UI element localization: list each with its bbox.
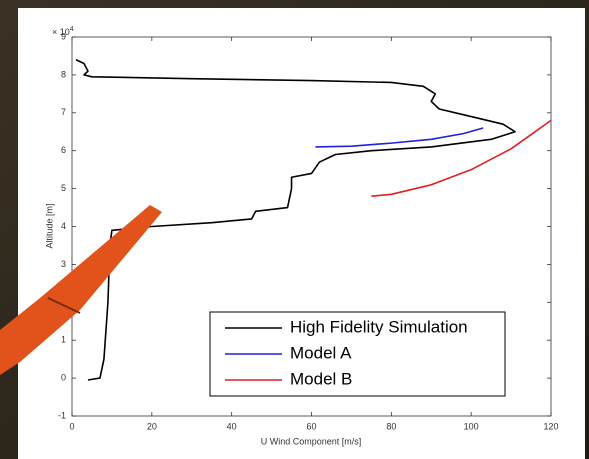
x-tick-label: 120 xyxy=(543,421,558,431)
y-tick-label: 8 xyxy=(61,69,66,79)
x-tick-label: 0 xyxy=(69,421,74,431)
y-tick-label: 6 xyxy=(61,145,66,155)
turbine-blade xyxy=(0,205,162,375)
y-tick-label: 0 xyxy=(61,372,66,382)
x-tick-label: 80 xyxy=(386,421,396,431)
y-tick-label: 1 xyxy=(61,335,66,345)
y-tick-label: 3 xyxy=(61,259,66,269)
x-tick-label: 20 xyxy=(147,421,157,431)
blade-seam xyxy=(47,297,81,314)
y-tick-label: 9 xyxy=(61,31,66,41)
y-multiplier: × 104 xyxy=(52,26,74,38)
y-tick-label: -1 xyxy=(58,410,66,420)
x-tick-label: 60 xyxy=(306,421,316,431)
x-tick-label: 40 xyxy=(227,421,237,431)
series-line xyxy=(371,119,552,197)
y-tick-label: 7 xyxy=(61,107,66,117)
legend-label: High Fidelity Simulation xyxy=(290,317,468,336)
x-tick-label: 100 xyxy=(464,421,479,431)
x-axis-label: U Wind Component [m/s] xyxy=(261,436,362,446)
legend-label: Model A xyxy=(290,343,352,362)
y-axis-label: Altitude [m] xyxy=(44,203,54,248)
y-tick-label: 4 xyxy=(61,221,66,231)
legend-label: Model B xyxy=(290,369,352,388)
y-tick-label: 5 xyxy=(61,183,66,193)
series-line xyxy=(315,127,484,148)
